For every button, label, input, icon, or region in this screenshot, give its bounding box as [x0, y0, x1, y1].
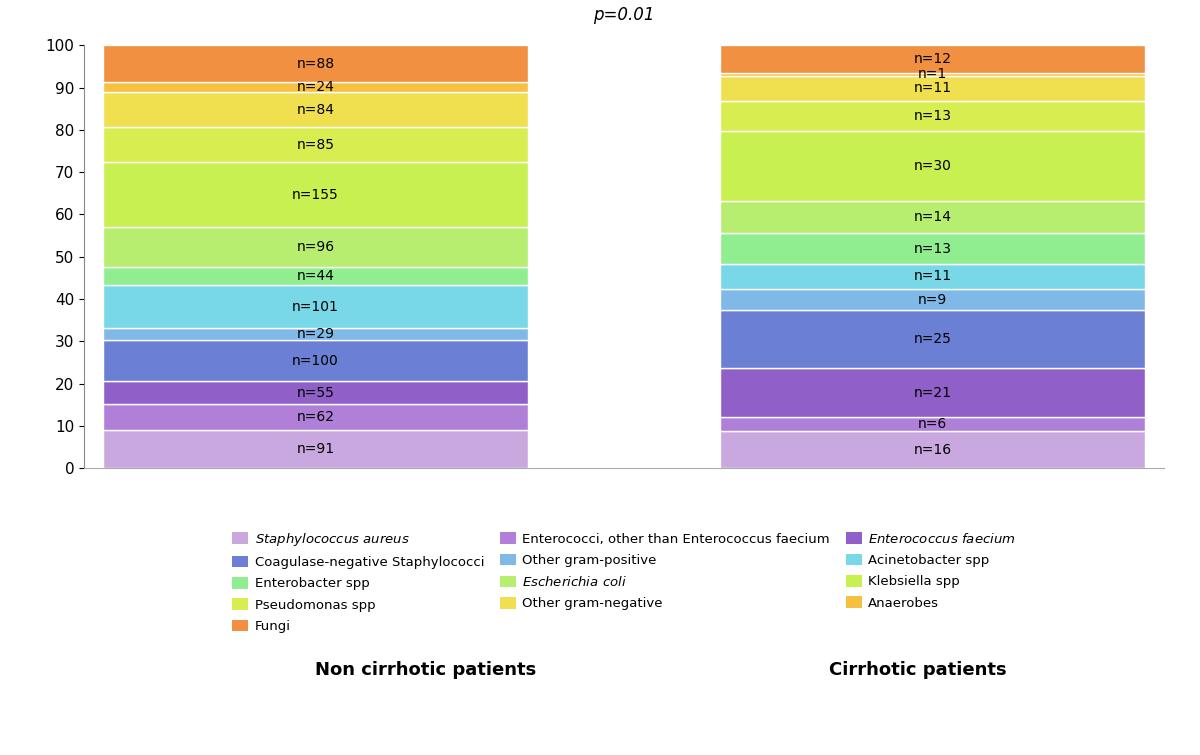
- Bar: [720, 101, 1145, 131]
- Bar: [720, 310, 1145, 368]
- Bar: [720, 233, 1145, 263]
- Bar: [720, 201, 1145, 233]
- Text: n=11: n=11: [913, 270, 952, 283]
- Bar: [103, 405, 528, 430]
- Bar: [720, 76, 1145, 101]
- Text: n=100: n=100: [292, 353, 338, 368]
- Text: p=0.01: p=0.01: [593, 6, 655, 24]
- Text: n=96: n=96: [296, 240, 335, 254]
- Text: n=85: n=85: [296, 137, 335, 152]
- Text: n=155: n=155: [292, 188, 338, 202]
- Bar: [103, 340, 528, 381]
- Text: n=13: n=13: [913, 109, 952, 123]
- Legend: $\it{Staphylococcus\ aureus}$, Coagulase-negative Staphylococci, Enterobacter sp: $\it{Staphylococcus\ aureus}$, Coagulase…: [227, 525, 1021, 638]
- Text: n=16: n=16: [913, 442, 952, 457]
- Text: n=101: n=101: [292, 300, 338, 313]
- Bar: [103, 45, 528, 82]
- Text: n=62: n=62: [296, 410, 335, 424]
- Text: n=6: n=6: [918, 417, 947, 431]
- Bar: [103, 82, 528, 92]
- Text: n=29: n=29: [296, 327, 335, 341]
- Text: Cirrhotic patients: Cirrhotic patients: [829, 661, 1007, 679]
- Text: n=11: n=11: [913, 82, 952, 95]
- Bar: [103, 381, 528, 405]
- Text: n=84: n=84: [296, 103, 335, 116]
- Text: n=91: n=91: [296, 442, 335, 456]
- Text: n=24: n=24: [296, 80, 335, 94]
- Bar: [103, 127, 528, 162]
- Bar: [103, 430, 528, 468]
- Text: n=30: n=30: [913, 159, 952, 173]
- Bar: [720, 263, 1145, 289]
- Text: n=12: n=12: [913, 52, 952, 66]
- Text: n=88: n=88: [296, 57, 335, 71]
- Text: n=1: n=1: [918, 67, 947, 82]
- Bar: [720, 45, 1145, 73]
- Bar: [103, 162, 528, 227]
- Bar: [103, 285, 528, 328]
- Bar: [720, 73, 1145, 76]
- Bar: [103, 328, 528, 340]
- Bar: [103, 92, 528, 127]
- Text: n=44: n=44: [296, 270, 335, 283]
- Bar: [103, 267, 528, 285]
- Bar: [720, 368, 1145, 417]
- Text: n=55: n=55: [296, 386, 335, 400]
- Text: n=21: n=21: [913, 386, 952, 399]
- Text: n=9: n=9: [918, 293, 947, 307]
- Bar: [720, 417, 1145, 431]
- Text: n=25: n=25: [913, 332, 952, 347]
- Bar: [720, 131, 1145, 201]
- Text: n=14: n=14: [913, 210, 952, 224]
- Bar: [720, 289, 1145, 310]
- Bar: [103, 227, 528, 267]
- Text: n=13: n=13: [913, 242, 952, 256]
- Text: Non cirrhotic patients: Non cirrhotic patients: [316, 661, 536, 679]
- Bar: [720, 431, 1145, 468]
